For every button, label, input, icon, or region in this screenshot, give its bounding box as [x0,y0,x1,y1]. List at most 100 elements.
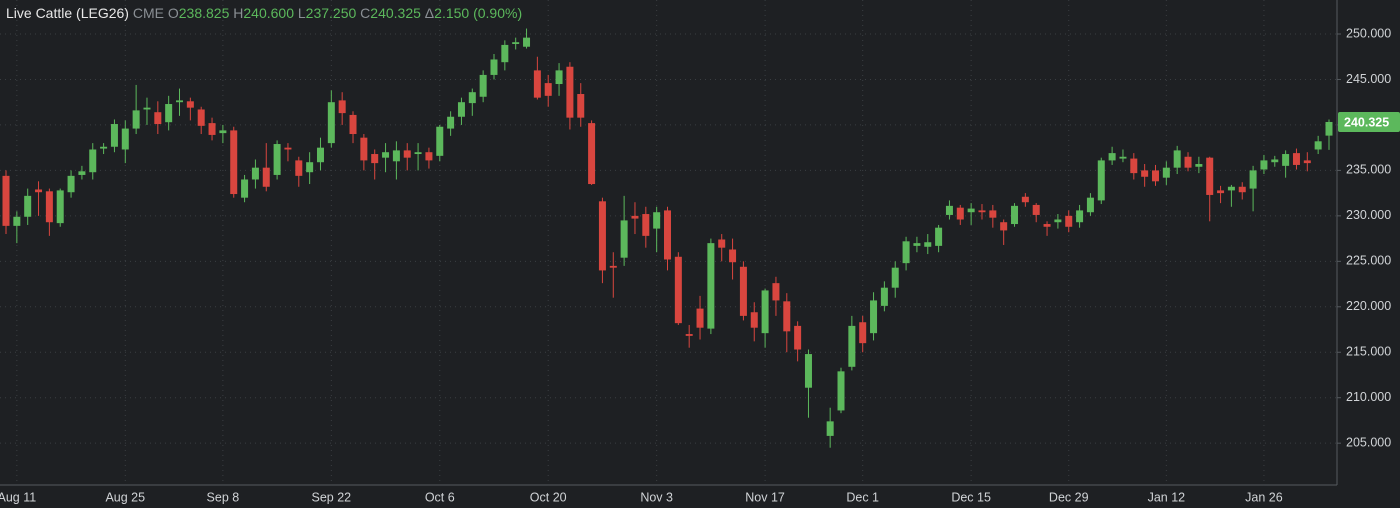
candle-body [794,325,802,350]
y-tick-label: 215.000 [1346,345,1391,359]
candle-body [13,216,21,226]
candle-body [1043,224,1051,227]
open-label: O [167,5,179,21]
candle-body [208,123,216,135]
candle-body [642,214,650,236]
candle-body [273,144,281,175]
candle-body [360,137,368,161]
candle-body [533,70,541,98]
x-tick-label: Sep 22 [312,490,352,504]
candle-body [1271,159,1279,163]
candle-body [1260,160,1268,170]
y-tick-label: 230.000 [1346,208,1391,222]
candle-body [78,171,86,175]
last-price-box [1338,111,1400,132]
x-tick-label: Aug 25 [105,490,145,504]
candle-body [1021,196,1029,203]
candle-body [609,265,617,268]
candle-body [848,325,856,367]
candle-body [1217,190,1225,194]
candle-body [837,371,845,411]
candle-body [1076,210,1084,223]
high-value: 240.600 [243,5,294,21]
x-tick-label: Aug 11 [0,490,36,504]
candle-body [1141,170,1149,177]
candle-body [1000,222,1008,231]
candle-body [165,104,173,123]
candle-body [902,241,910,264]
candle-body [436,126,444,156]
low-value: 237.250 [305,5,357,21]
candle-body [197,109,205,126]
close-value: 240.325 [370,5,421,21]
candle-body [967,208,975,213]
candle-body [219,130,227,134]
candle-body [945,205,953,215]
candle-body [1282,154,1290,166]
x-tick-label: Jan 26 [1245,490,1283,504]
candle-body [241,179,249,198]
candle-body [327,102,335,144]
candle-body [859,322,867,344]
candle-body [1238,186,1246,193]
candle-body [262,167,270,187]
candle-body [750,312,758,328]
candle-body [1184,156,1192,168]
candle-body [783,301,791,332]
candle-body [935,227,943,246]
open-value: 238.825 [178,5,230,21]
candle-body [100,146,108,149]
candle-body [1325,121,1333,136]
candle-body [2,175,10,226]
candle-body [468,92,476,104]
candle-body [555,70,563,85]
candle-body [739,266,747,316]
candle-body [1292,153,1300,165]
candle-body [1032,204,1040,215]
candle-body [631,215,639,219]
candle-body [143,107,151,110]
candle-body [566,66,574,118]
candle-body [1151,170,1159,182]
low-label: L [297,5,306,21]
candle-body [1314,141,1322,150]
change-label: Δ [424,5,435,21]
candle-body [804,354,812,388]
candle-body [1206,157,1214,195]
x-tick-label: Dec 1 [846,490,879,504]
candle-body [718,239,726,248]
candle-body [664,210,671,260]
candle-body [674,256,682,324]
candle-body [121,128,129,150]
x-tick-label: Dec 29 [1049,490,1089,504]
candle-body [577,94,585,118]
candle-body [870,300,878,334]
candle-body [620,220,628,258]
candle-body [1249,170,1257,189]
candle-body [110,124,118,147]
candle-body [978,210,986,213]
candle-body [880,287,888,306]
candle-body [956,207,964,220]
candle-body [284,147,292,150]
y-tick-label: 225.000 [1346,254,1391,268]
candle-body [1119,156,1127,159]
exchange: CME [132,5,164,21]
candle-body [512,42,520,45]
candle-body [696,308,704,328]
candle-body [685,334,693,336]
candle-body [1162,167,1170,178]
candle-body [598,201,606,271]
candle-body [588,123,596,185]
candle-body [338,100,346,114]
candle-body [45,191,53,223]
candle-body [523,37,531,47]
candle-body [544,83,552,96]
candle-body [989,210,997,218]
x-tick-label: Oct 20 [530,490,567,504]
candle-body [176,100,184,103]
candle-body [349,114,357,135]
x-tick-label: Nov 3 [640,490,673,504]
high-label: H [233,5,244,21]
